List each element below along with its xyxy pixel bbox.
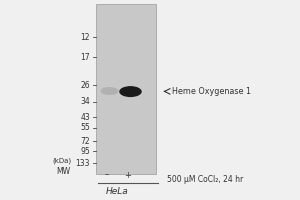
Text: (kDa): (kDa) <box>52 158 71 164</box>
Text: MW: MW <box>56 166 70 176</box>
Ellipse shape <box>100 87 118 95</box>
Text: 133: 133 <box>76 158 90 168</box>
Text: 17: 17 <box>80 52 90 62</box>
Text: 500 μM CoCl₂, 24 hr: 500 μM CoCl₂, 24 hr <box>167 176 244 184</box>
Text: +: + <box>124 170 131 180</box>
Text: –: – <box>104 170 109 180</box>
Ellipse shape <box>119 86 142 97</box>
FancyBboxPatch shape <box>96 4 156 174</box>
Text: HeLa: HeLa <box>106 186 128 196</box>
Text: 34: 34 <box>80 98 90 106</box>
Text: 95: 95 <box>80 146 90 156</box>
Text: 72: 72 <box>80 136 90 146</box>
Text: 55: 55 <box>80 123 90 132</box>
Text: 12: 12 <box>80 32 90 42</box>
Text: 43: 43 <box>80 112 90 121</box>
Text: 26: 26 <box>80 81 90 90</box>
Text: Heme Oxygenase 1: Heme Oxygenase 1 <box>172 87 251 96</box>
